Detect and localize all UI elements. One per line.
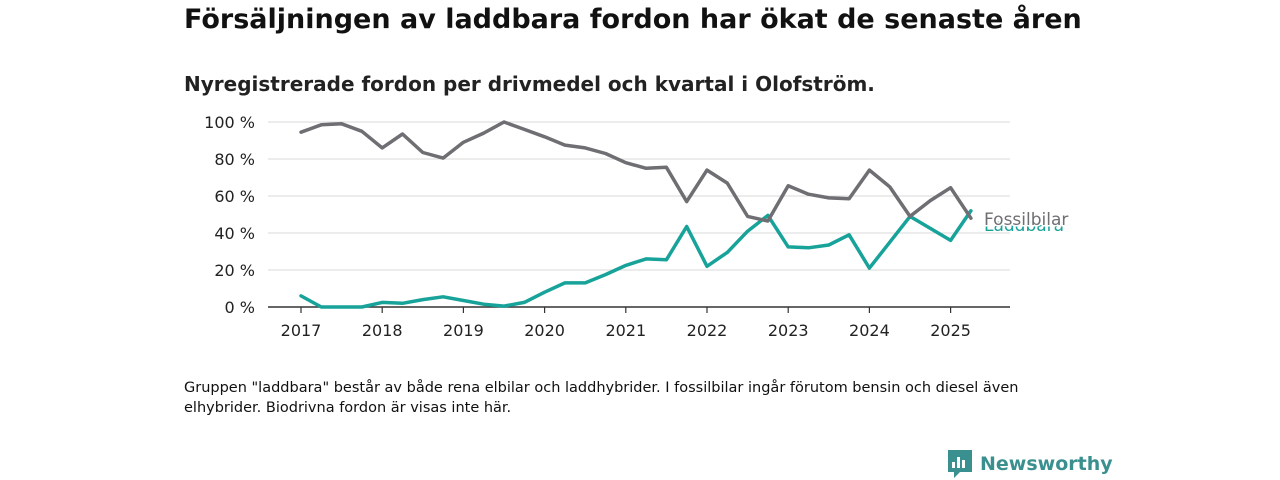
brand-name: Newsworthy [980,453,1113,475]
newsworthy-logo-icon [948,450,972,478]
series-label-laddbara: Laddbara [984,216,1064,236]
series-line-laddbara [299,209,973,309]
x-tick-label: 2021 [605,321,646,340]
grid-lines [268,121,1010,308]
y-tick-label: 40 % [214,224,255,243]
y-tick-label: 0 % [225,298,255,317]
x-tick-label: 2017 [281,321,322,340]
series-line-fossilbilar [299,120,973,223]
series-lines [299,120,973,309]
x-tick-label: 2019 [443,321,484,340]
x-tick-label: 2024 [849,321,890,340]
y-tick-label: 60 % [214,187,255,206]
brand-logo: Newsworthy [948,450,1113,478]
chart-subtitle: Nyregistrerade fordon per drivmedel och … [184,72,875,96]
x-tick-label: 2020 [524,321,565,340]
x-tick-label: 2018 [362,321,403,340]
x-tick-label: 2023 [768,321,809,340]
x-tick-label: 2025 [930,321,971,340]
x-axis-ticks: 2017 2018 2019 2020 2021 2022 2023 2024 2025 [281,307,971,340]
footnote: Gruppen "laddbara" består av både rena e… [184,380,1019,416]
y-tick-label: 20 % [214,261,255,280]
y-tick-label: 100 % [204,113,255,132]
chart-title: Försäljningen av laddbara fordon har öka… [184,4,1082,35]
series-label-fossilbilar: Fossilbilar [984,210,1068,230]
y-axis-ticks: 0 % 20 % 40 % 60 % 80 % 100 % [204,113,255,317]
x-tick-label: 2022 [687,321,728,340]
y-tick-label: 80 % [214,150,255,169]
